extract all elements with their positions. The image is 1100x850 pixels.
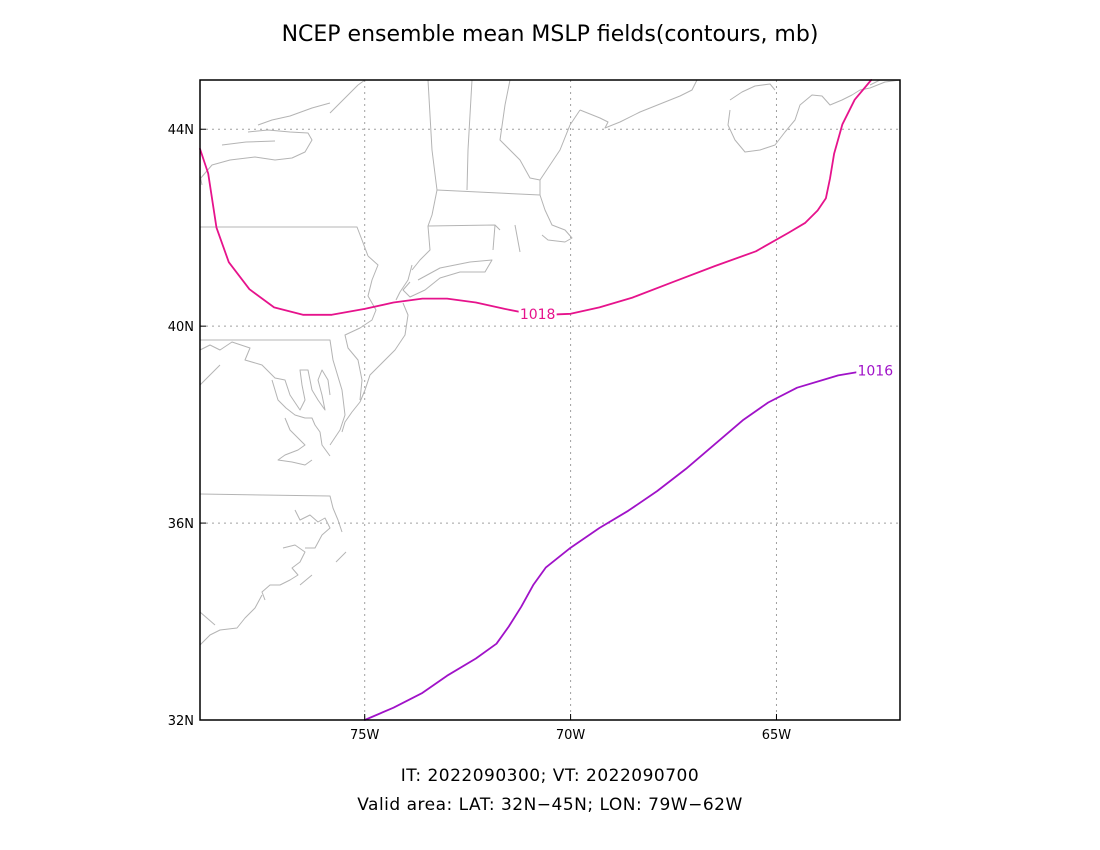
coast-segment (359, 302, 409, 403)
coast-segment (199, 129, 313, 180)
y-tick-label: 36N (168, 517, 194, 532)
x-tick-label: 65W (762, 728, 792, 743)
y-tick-label: 32N (168, 714, 194, 729)
state-border (499, 79, 581, 181)
coast-segment (299, 574, 313, 586)
contour-label-1018: 1018 (520, 307, 556, 323)
contour-label-bg (856, 361, 895, 379)
coast-segment (329, 79, 366, 114)
coast-segment (277, 417, 313, 466)
state-border (411, 189, 438, 271)
state-border (199, 493, 343, 533)
state-border (539, 180, 573, 243)
coast-segment (199, 364, 221, 386)
coast-segment (261, 544, 306, 601)
coast-segment (579, 79, 698, 129)
coast-segment (257, 102, 331, 126)
state-border (492, 224, 496, 251)
coast-segment (395, 264, 413, 301)
axis-ticks: 75W 70W 65W 32N 36N 40N 44N (168, 123, 792, 743)
map-frame (199, 79, 901, 721)
state-border (514, 224, 521, 253)
coast-segment (199, 341, 331, 411)
coast-segment (271, 379, 331, 457)
chart-title: NCEP ensemble mean MSLP fields(contours,… (282, 22, 819, 47)
contour-label-bg (518, 304, 557, 322)
state-border (200, 226, 369, 257)
contour-1016 (363, 369, 868, 721)
y-tick-label: 40N (168, 320, 194, 335)
coast-segment (341, 401, 361, 433)
coast-segment (335, 551, 347, 563)
contour-1018 (199, 79, 873, 316)
coast-segment (869, 79, 881, 86)
state-border (427, 79, 438, 191)
coast-segment (344, 255, 379, 401)
lat-lon-grid (200, 80, 900, 720)
coastline-and-borders (199, 79, 901, 646)
state-border (427, 224, 501, 231)
state-border (466, 79, 473, 191)
coast-segment (727, 79, 901, 153)
coast-segment (402, 259, 493, 298)
coast-segment (199, 611, 216, 626)
coast-segment (294, 509, 331, 549)
caption-valid-area: Valid area: LAT: 32N−45N; LON: 79W−62W (357, 795, 743, 815)
coast-segment (221, 140, 276, 146)
x-tick-label: 75W (350, 728, 380, 743)
contour-label-1016: 1016 (857, 363, 893, 379)
coast-segment (199, 594, 263, 646)
pressure-contours: 1018 1016 (199, 79, 895, 721)
coast-segment (729, 83, 776, 101)
caption-time-info: IT: 2022090300; VT: 2022090700 (401, 766, 699, 786)
state-border (436, 189, 541, 196)
y-tick-label: 44N (168, 123, 194, 138)
coast-segment (200, 339, 346, 446)
x-tick-label: 70W (556, 728, 586, 743)
